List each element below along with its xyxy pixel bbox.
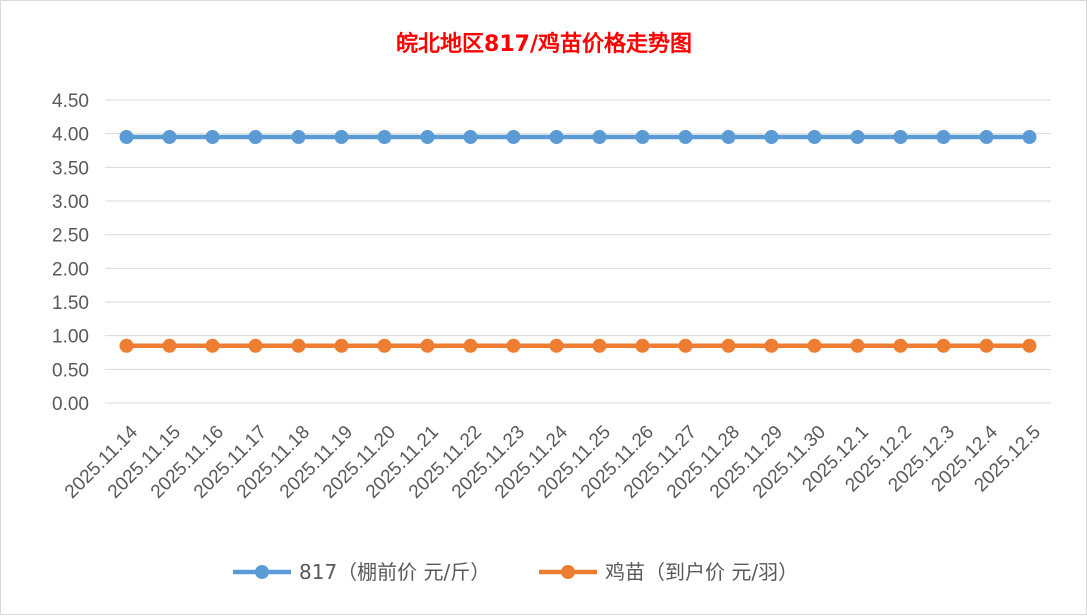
data-point	[592, 130, 607, 145]
y-tick-label: 2.00	[52, 259, 89, 280]
legend-item[interactable]: 鸡苗（到户价 元/羽）	[539, 560, 798, 584]
data-point	[248, 130, 263, 145]
data-point	[334, 338, 349, 353]
data-point	[506, 130, 521, 145]
data-point	[420, 338, 435, 353]
data-point	[549, 338, 564, 353]
data-point	[850, 130, 865, 145]
data-point	[549, 130, 564, 145]
y-tick-label: 4.00	[52, 125, 89, 146]
legend[interactable]: 817（棚前价 元/斤） 鸡苗（到户价 元/羽）	[233, 560, 798, 584]
data-point	[1022, 338, 1037, 353]
y-tick-label: 3.00	[52, 192, 89, 213]
data-point	[463, 338, 478, 353]
data-point	[936, 338, 951, 353]
y-tick-label: 1.50	[52, 293, 89, 314]
data-point	[334, 130, 349, 145]
series-layer	[119, 130, 1037, 353]
data-point	[979, 130, 994, 145]
chart-title: 皖北地区817/鸡苗价格走势图	[396, 31, 692, 57]
data-point	[807, 130, 822, 145]
data-point	[764, 338, 779, 353]
data-point	[807, 338, 822, 353]
data-point	[893, 338, 908, 353]
legend-marker	[255, 565, 269, 579]
y-tick-label: 1.00	[52, 327, 89, 348]
data-point	[592, 338, 607, 353]
series-1	[119, 130, 1037, 145]
data-point	[291, 130, 306, 145]
data-point	[420, 130, 435, 145]
data-point	[119, 338, 134, 353]
data-point	[721, 338, 736, 353]
data-point	[205, 130, 220, 145]
data-point	[162, 130, 177, 145]
y-tick-label: 0.00	[52, 394, 89, 415]
data-point	[936, 130, 951, 145]
data-point	[291, 338, 306, 353]
data-point	[162, 338, 177, 353]
data-point	[377, 338, 392, 353]
data-point	[119, 130, 134, 145]
x-axis-ticks: 2025.11.142025.11.152025.11.162025.11.17…	[61, 421, 1045, 502]
y-tick-label: 4.50	[52, 91, 89, 112]
gridlines	[105, 99, 1051, 404]
legend-marker	[561, 565, 575, 579]
data-point	[721, 130, 736, 145]
data-point	[764, 130, 779, 145]
y-tick-label: 0.50	[52, 360, 89, 381]
data-point	[377, 130, 392, 145]
data-point	[205, 338, 220, 353]
data-point	[248, 338, 263, 353]
data-point	[850, 338, 865, 353]
series-2	[119, 338, 1037, 353]
legend-item[interactable]: 817（棚前价 元/斤）	[233, 560, 490, 584]
data-point	[635, 130, 650, 145]
data-point	[463, 130, 478, 145]
data-point	[506, 338, 521, 353]
data-point	[1022, 130, 1037, 145]
y-tick-label: 2.50	[52, 226, 89, 247]
data-point	[678, 130, 693, 145]
legend-label: 817（棚前价 元/斤）	[299, 560, 490, 584]
y-axis-ticks: 0.00 0.50 1.00 1.50 2.00 2.50 3.00 3.50 4.00 4.50	[52, 91, 89, 415]
data-point	[678, 338, 693, 353]
legend-label: 鸡苗（到户价 元/羽）	[605, 560, 798, 584]
data-point	[979, 338, 994, 353]
data-point	[893, 130, 908, 145]
data-point	[635, 338, 650, 353]
y-tick-label: 3.50	[52, 158, 89, 179]
